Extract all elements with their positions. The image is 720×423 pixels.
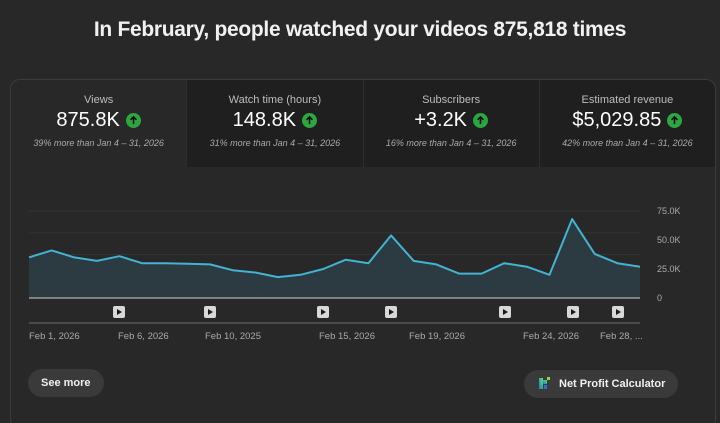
x-tick-label: Feb 6, 2026 [118, 331, 169, 342]
y-tick-label: 50.0K [657, 235, 681, 245]
calculator-logo-icon [538, 376, 552, 393]
metric-compare: 39% more than Jan 4 – 31, 2026 [33, 138, 164, 148]
video-marker[interactable] [113, 306, 125, 318]
metric-cards: Views 875.8K 39% more than Jan 4 – 31, 2… [11, 80, 715, 167]
arrow-up-icon [667, 113, 683, 128]
metric-value: +3.2K [414, 109, 468, 131]
metric-compare: 16% more than Jan 4 – 31, 2026 [385, 138, 517, 148]
arrow-up-icon [125, 113, 141, 128]
metric-card-subscribers[interactable]: Subscribers +3.2K 16% more than Jan 4 – … [363, 80, 540, 167]
metric-label: Estimated revenue [581, 94, 674, 106]
metric-card-revenue[interactable]: Estimated revenue $5,029.85 42% more tha… [539, 80, 715, 167]
x-tick-label: Feb 10, 2025 [205, 331, 261, 342]
video-marker[interactable] [612, 306, 624, 318]
arrow-up-icon [302, 113, 318, 128]
metric-card-watch-time[interactable]: Watch time (hours) 148.8K 31% more than … [187, 80, 364, 167]
y-tick-label: 75.0K [657, 206, 681, 216]
video-marker[interactable] [317, 306, 329, 318]
x-tick-label: Feb 1, 2026 [29, 331, 80, 342]
arrow-up-icon [473, 113, 489, 128]
metric-label: Views [84, 94, 114, 106]
see-more-button[interactable]: See more [28, 369, 104, 397]
metric-compare: 42% more than Jan 4 – 31, 2026 [562, 138, 693, 148]
video-marker[interactable] [204, 306, 216, 318]
video-marker[interactable] [499, 306, 511, 318]
metric-value: 875.8K [56, 109, 120, 131]
x-tick-label: Feb 28, ... [600, 331, 643, 342]
video-marker[interactable] [567, 306, 579, 318]
metric-label: Watch time (hours) [228, 94, 322, 106]
metric-card-views[interactable]: Views 875.8K 39% more than Jan 4 – 31, 2… [11, 80, 188, 167]
analytics-panel: Views 875.8K 39% more than Jan 4 – 31, 2… [10, 79, 716, 423]
y-tick-label: 25.0K [657, 264, 681, 274]
y-tick-label: 0 [657, 293, 663, 303]
metric-label: Subscribers [422, 94, 481, 106]
net-profit-calculator-label: Net Profit Calculator [559, 378, 666, 390]
metric-value: $5,029.85 [572, 109, 662, 131]
video-marker[interactable] [385, 306, 397, 318]
x-tick-label: Feb 19, 2026 [409, 331, 465, 342]
x-tick-label: Feb 15, 2026 [319, 331, 375, 342]
metric-compare: 31% more than Jan 4 – 31, 2026 [209, 138, 341, 148]
metric-value: 148.8K [232, 109, 297, 131]
x-tick-label: Feb 24, 2026 [523, 331, 579, 342]
net-profit-calculator-button[interactable]: Net Profit Calculator [524, 370, 679, 398]
page-headline: In February, people watched your videos … [93, 18, 627, 41]
